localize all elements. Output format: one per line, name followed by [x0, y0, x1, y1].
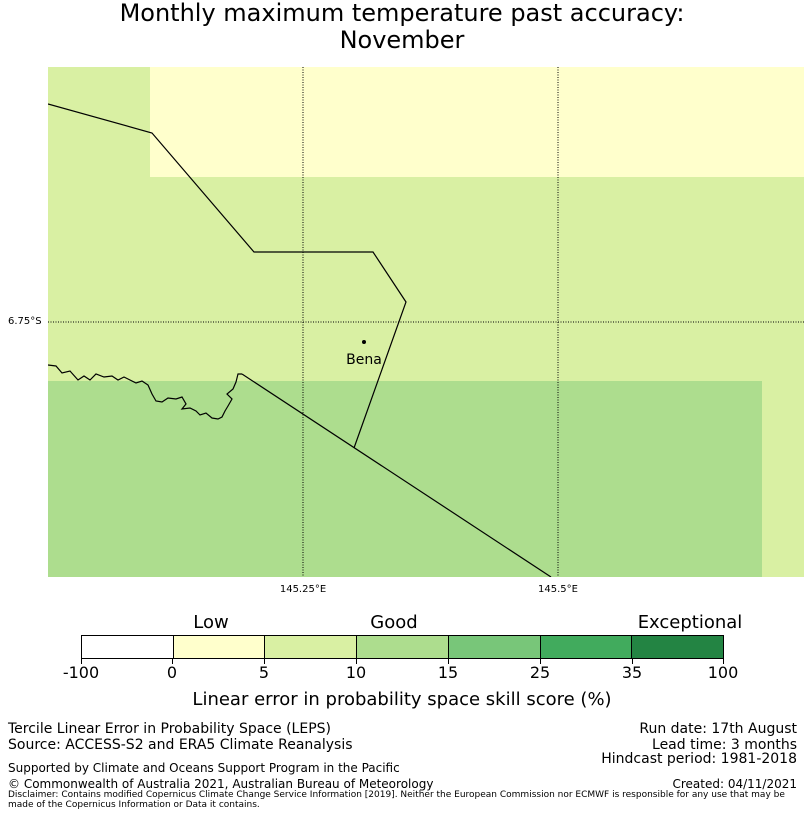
coastline: [48, 364, 242, 420]
colorbar-tick-label: 10: [345, 663, 367, 682]
colorbar-segment-0-5: [173, 636, 266, 658]
boundary-south: [241, 373, 552, 577]
cell-good-bottom: [48, 381, 762, 577]
colorbar-segment-neg100-0: [82, 636, 174, 658]
colorbar-tick-label: -100: [62, 663, 100, 682]
cell-good-light-top-left: [48, 67, 150, 177]
colorbar-tick-label: 25: [529, 663, 551, 682]
colorbar-tick: [540, 659, 541, 664]
colorbar-tick: [172, 659, 173, 664]
skill-map: Bena: [48, 67, 804, 577]
source-text: Source: ACCESS-S2 and ERA5 Climate Reana…: [8, 737, 353, 753]
title-line-1: Monthly maximum temperature past accurac…: [119, 0, 685, 27]
longitude-label-145-25: 145.25°E: [279, 584, 327, 595]
method-text: Tercile Linear Error in Probability Spac…: [8, 721, 331, 737]
lead-time: Lead time: 3 months: [652, 737, 797, 753]
cell-good-light-middle: [48, 177, 804, 381]
colorbar-segment-10-15: [357, 636, 449, 658]
longitude-label-145-5: 145.5°E: [538, 584, 578, 595]
colorbar-tick-label: 35: [621, 663, 643, 682]
colorbar-segment-35-100: [632, 636, 724, 658]
cell-good-light-bottom-right: [762, 381, 804, 577]
colorbar-tick: [723, 659, 724, 664]
colorbar-tick-label: 0: [166, 663, 178, 682]
colorbar-segment-5-10: [265, 636, 358, 658]
colorbar-tick: [448, 659, 449, 664]
title-line-2: November: [339, 26, 465, 54]
category-good: Good: [370, 612, 418, 633]
colorbar-tick: [81, 659, 82, 664]
colorbar-tick: [264, 659, 265, 664]
latitude-label: 6.75°S: [8, 316, 42, 327]
bena-marker: [362, 340, 366, 344]
colorbar-tick-label: 100: [707, 663, 739, 682]
boundary-north: [48, 103, 407, 449]
hindcast-period: Hindcast period: 1981-2018: [601, 751, 797, 767]
created-date: Created: 04/11/2021: [672, 777, 797, 791]
colorbar: [81, 635, 724, 659]
cell-low-top: [150, 67, 804, 177]
colorbar-tick: [632, 659, 633, 664]
run-date: Run date: 17th August: [639, 721, 797, 737]
map-title: Monthly maximum temperature past accurac…: [0, 0, 804, 54]
disclaimer-text: Disclaimer: Contains modified Copernicus…: [8, 790, 785, 810]
support-text: Supported by Climate and Oceans Support …: [8, 761, 400, 775]
colorbar-tick-label: 15: [437, 663, 459, 682]
category-low: Low: [193, 612, 229, 633]
copyright-text: © Commonwealth of Australia 2021, Austra…: [8, 777, 434, 791]
colorbar-tick: [356, 659, 357, 664]
category-exceptional: Exceptional: [637, 612, 743, 633]
colorbar-segment-25-35: [540, 636, 633, 658]
colorbar-segment-15-25: [448, 636, 541, 658]
bena-label: Bena: [346, 352, 382, 368]
colorbar-tick-label: 5: [258, 663, 270, 682]
colorbar-label: Linear error in probability space skill …: [192, 689, 612, 710]
